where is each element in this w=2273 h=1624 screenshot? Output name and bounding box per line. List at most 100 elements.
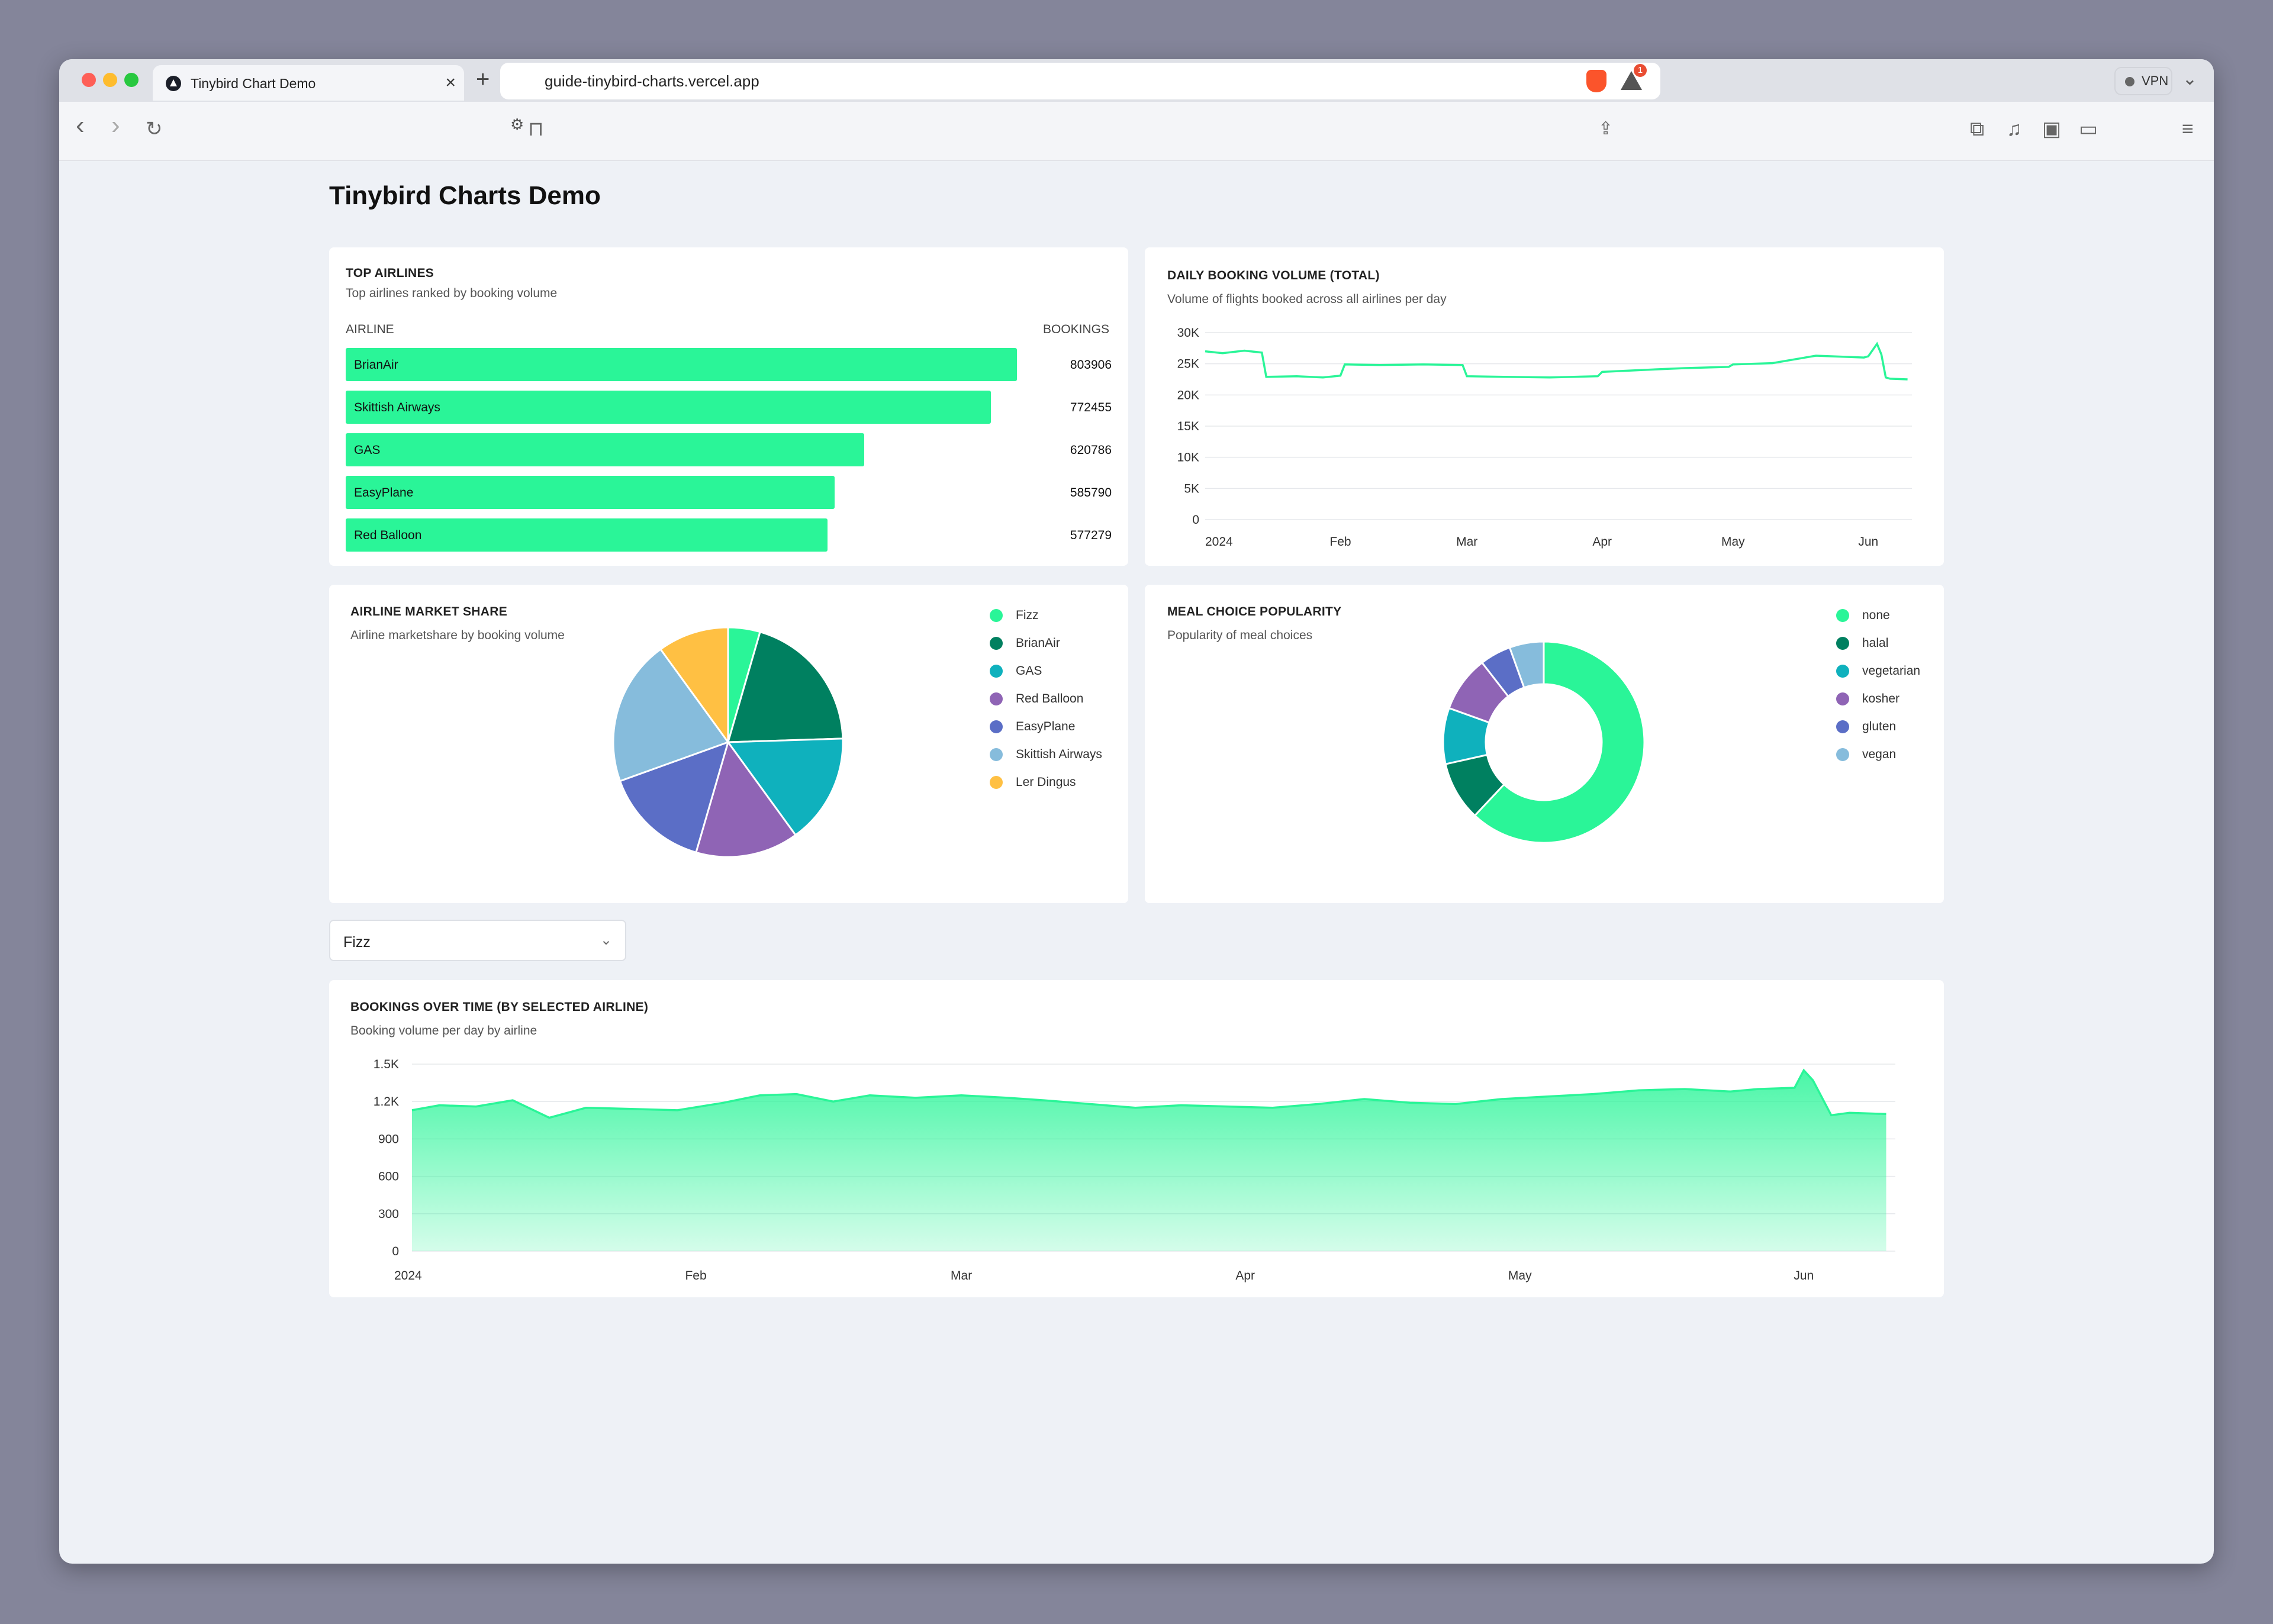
bar (346, 476, 835, 509)
bar (346, 391, 991, 424)
chevron-down-icon: ⌄ (600, 932, 612, 948)
site-settings-icon[interactable]: ⚙ (510, 115, 524, 133)
page-title: Tinybird Charts Demo (329, 181, 601, 210)
media-icon[interactable]: ♫ (2007, 118, 2022, 140)
legend-label: Skittish Airways (1016, 747, 1102, 761)
y-tick-label: 900 (378, 1132, 399, 1146)
slice-red-balloon[interactable] (695, 740, 797, 858)
favicon-icon (166, 76, 181, 91)
brave-shields-icon[interactable] (1586, 70, 1606, 92)
bar (346, 348, 1017, 381)
meal-choice-donut-chart (1442, 640, 1646, 844)
airline-select[interactable]: Fizz ⌄ (329, 920, 626, 961)
tab-title: Tinybird Chart Demo (191, 76, 316, 91)
legend-swatch (1836, 665, 1849, 678)
bookings-area-chart: 0 300 600 900 1.2K 1.5K 2024 Feb Mar Apr May Jun (374, 1058, 1895, 1283)
card-title: DAILY BOOKING VOLUME (TOTAL) (1167, 269, 1380, 282)
card-title: MEAL CHOICE POPULARITY (1167, 605, 1342, 618)
card-title: AIRLINE MARKET SHARE (350, 605, 508, 618)
bar (346, 433, 864, 466)
forward-icon[interactable]: › (111, 111, 120, 140)
address-bar[interactable] (500, 63, 1660, 99)
close-window-button[interactable] (82, 73, 96, 87)
card-title: TOP AIRLINES (346, 266, 434, 280)
daily-booking-card (1145, 247, 1944, 566)
column-header-airline: AIRLINE (346, 323, 394, 336)
card-subtitle: Popularity of meal choices (1167, 629, 1313, 642)
url-text[interactable]: guide-tinybird-charts.vercel.app (545, 72, 759, 90)
back-icon[interactable]: ‹ (76, 111, 85, 140)
tab-active[interactable]: Tinybird Chart Demo × (153, 65, 464, 101)
legend-swatch (990, 609, 1003, 622)
card-subtitle: Top airlines ranked by booking volume (346, 286, 558, 300)
extensions-icon[interactable]: ⧉ (1970, 118, 1985, 140)
slice-easyplane[interactable] (619, 740, 730, 854)
vpn-button[interactable]: VPN (2114, 67, 2172, 95)
bar-label: EasyPlane (354, 486, 414, 500)
legend-label: EasyPlane (1016, 720, 1076, 733)
series-area (412, 1070, 1886, 1251)
bar-value: 585790 (1070, 486, 1112, 500)
legend-label: none (1862, 608, 1890, 622)
x-tick-label: 2024 (1205, 535, 1233, 549)
menu-icon[interactable]: ≡ (2182, 118, 2194, 140)
y-tick-label: 15K (1177, 420, 1199, 433)
bar-label: GAS (354, 443, 381, 457)
bar-value: 803906 (1070, 358, 1112, 372)
card-subtitle: Booking volume per day by airline (350, 1024, 537, 1037)
y-tick-label: 0 (1192, 513, 1199, 527)
bar (346, 518, 828, 552)
legend-swatch (1836, 748, 1849, 761)
slice-brianair[interactable] (726, 630, 844, 743)
y-tick-label: 300 (378, 1207, 399, 1221)
bar-value: 772455 (1070, 401, 1112, 414)
legend-label: halal (1862, 636, 1889, 650)
browser-toolbar: ‹ › ↻ ⊓ ⇪ ⧉ ♫ ▣ ▭ ≡ (59, 102, 2214, 161)
slice-skittish-airways[interactable] (612, 647, 730, 782)
y-tick-label: 600 (378, 1170, 399, 1184)
legend-label: gluten (1862, 720, 1897, 733)
slice-vegan[interactable] (1508, 640, 1545, 689)
y-tick-label: 1.2K (374, 1095, 399, 1109)
bar-value: 577279 (1070, 529, 1112, 542)
bookmark-icon[interactable]: ⊓ (528, 118, 544, 140)
bar-label: Skittish Airways (354, 401, 440, 414)
bar-label: Red Balloon (354, 529, 422, 542)
minimize-window-button[interactable] (103, 73, 117, 87)
tab-close-icon[interactable]: × (445, 73, 456, 92)
reload-icon[interactable]: ↻ (146, 118, 163, 140)
vpn-status-icon (2125, 77, 2134, 86)
new-tab-icon[interactable]: + (476, 66, 490, 92)
share-icon[interactable]: ⇪ (1598, 119, 1614, 138)
x-tick-label: Mar (951, 1269, 972, 1283)
x-tick-label: Feb (685, 1269, 706, 1283)
legend-swatch (990, 692, 1003, 705)
airline-select-value: Fizz (343, 934, 371, 950)
bar-label: BrianAir (354, 358, 398, 372)
legend-swatch (990, 720, 1003, 733)
x-tick-label: Apr (1235, 1269, 1255, 1283)
tab-list-chevron-icon[interactable]: ⌄ (2182, 69, 2197, 89)
y-tick-label: 5K (1184, 482, 1199, 495)
bar-value: 620786 (1070, 443, 1112, 457)
legend-label: Red Balloon (1016, 692, 1084, 705)
zoom-window-button[interactable] (124, 73, 139, 87)
slice-ler-dingus[interactable] (659, 626, 729, 745)
meal-choice-card (1145, 585, 1944, 903)
market-share-pie-chart (612, 626, 844, 858)
legend-swatch (1836, 720, 1849, 733)
legend-label: vegetarian (1862, 664, 1921, 678)
legend-label: kosher (1862, 692, 1900, 705)
legend-label: Fizz (1016, 608, 1039, 622)
column-header-bookings: BOOKINGS (1043, 323, 1110, 336)
legend-label: Ler Dingus (1016, 775, 1076, 789)
slice-gas[interactable] (726, 737, 844, 837)
legend-label: BrianAir (1016, 636, 1060, 650)
rewards-badge: 1 (1634, 64, 1647, 77)
sidebar-icon[interactable]: ▣ (2042, 118, 2062, 140)
series-line (1205, 341, 1908, 381)
x-tick-label: Jun (1858, 535, 1878, 549)
legend-swatch (1836, 609, 1849, 622)
wallet-icon[interactable]: ▭ (2079, 118, 2098, 140)
slice-none[interactable] (1473, 640, 1646, 844)
